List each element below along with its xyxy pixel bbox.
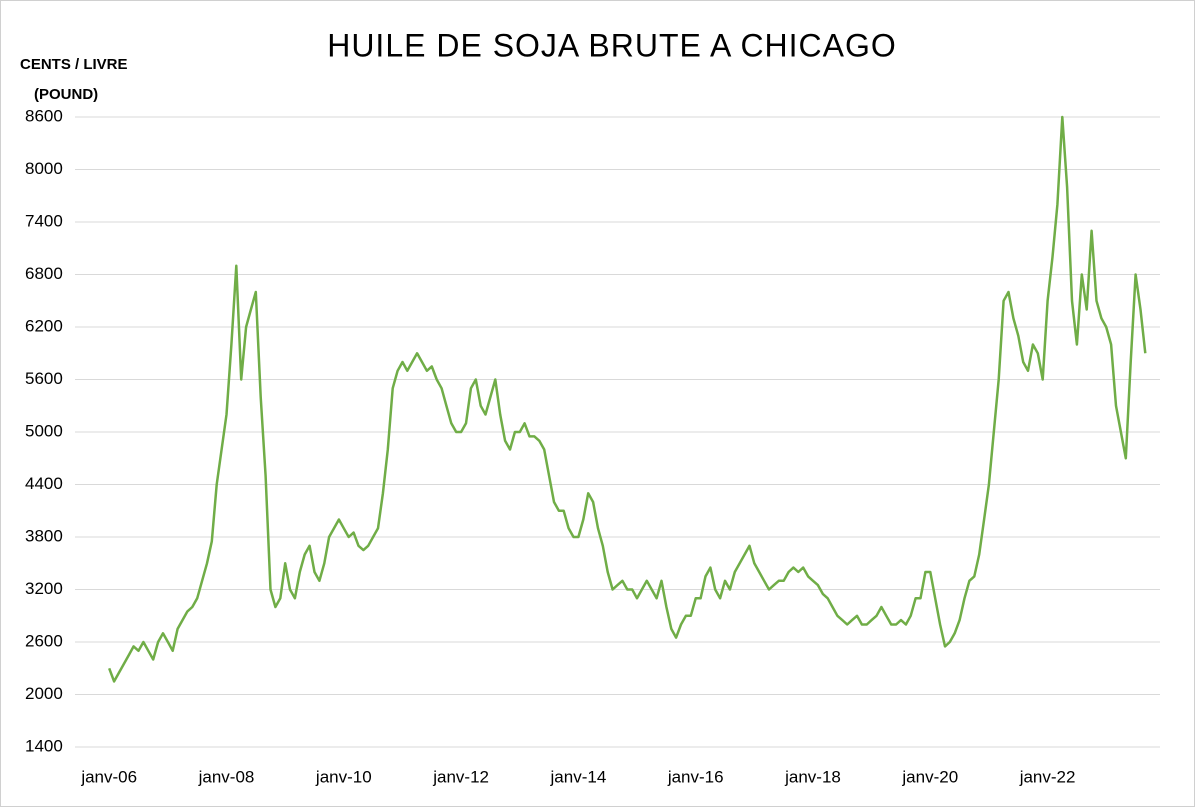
y-tick-label: 6800 (25, 264, 63, 283)
x-tick-label: janv-16 (667, 767, 724, 786)
y-tick-label: 5000 (25, 421, 63, 440)
x-tick-label: janv-22 (1019, 767, 1076, 786)
y-tick-label: 3800 (25, 526, 63, 545)
y-tick-label: 1400 (25, 736, 63, 755)
x-tick-label: janv-14 (550, 767, 607, 786)
x-tick-label: janv-12 (432, 767, 489, 786)
y-tick-label: 3200 (25, 579, 63, 598)
x-tick-label: janv-18 (784, 767, 841, 786)
y-tick-label: 5600 (25, 369, 63, 388)
y-axis-label: CENTS / LIVRE (20, 56, 128, 73)
y-tick-label: 2600 (25, 631, 63, 650)
x-tick-label: janv-06 (80, 767, 137, 786)
y-tick-label: 8600 (25, 106, 63, 125)
y-tick-label: 8000 (25, 159, 63, 178)
y-axis-label: (POUND) (34, 86, 98, 103)
y-tick-label: 6200 (25, 316, 63, 335)
y-tick-label: 7400 (25, 211, 63, 230)
x-tick-label: janv-10 (315, 767, 372, 786)
chart-title: HUILE DE SOJA BRUTE A CHICAGO (327, 27, 897, 63)
x-tick-label: janv-08 (198, 767, 255, 786)
x-tick-label: janv-20 (901, 767, 958, 786)
data-line (108, 115, 1147, 683)
y-tick-label: 2000 (25, 684, 63, 703)
y-tick-label: 4400 (25, 474, 63, 493)
